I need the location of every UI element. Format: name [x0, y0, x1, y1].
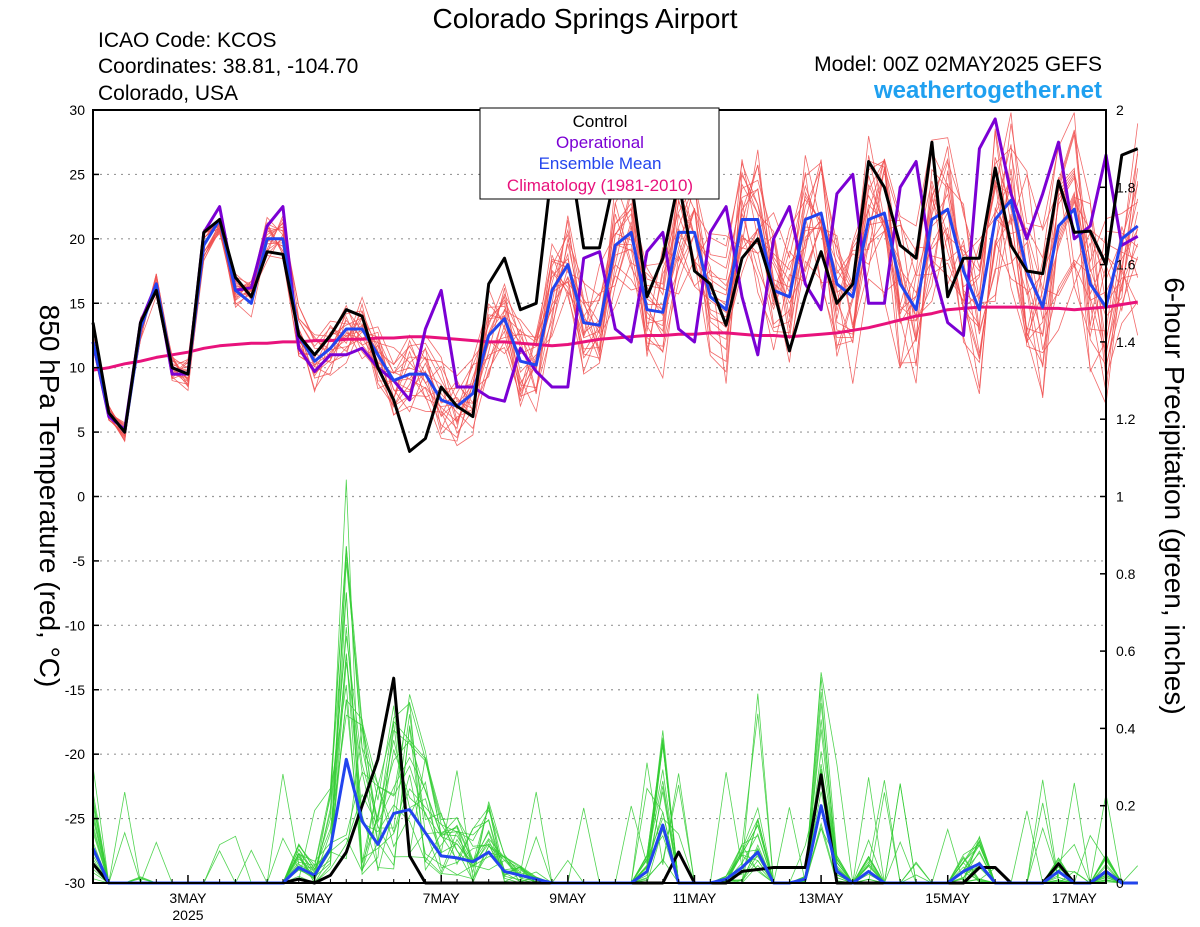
chart-title: Colorado Springs Airport — [432, 3, 737, 34]
x-tick-label: 3MAY — [169, 890, 207, 906]
temperature-member-line — [92, 150, 1138, 424]
left-tick-label: 0 — [77, 489, 85, 505]
climatology-line — [92, 300, 1138, 372]
right-tick-label: 1.4 — [1116, 334, 1136, 350]
left-tick-label: -30 — [65, 875, 85, 891]
legend: Control Operational Ensemble Mean Climat… — [479, 107, 720, 200]
precipitation-members — [92, 479, 1138, 885]
precipitation-member-line — [92, 729, 1138, 884]
x-tick-label: 7MAY — [423, 890, 461, 906]
right-tick-label: 1.2 — [1116, 411, 1136, 427]
precipitation-member-line — [92, 714, 1138, 885]
left-tick-label: -5 — [73, 553, 86, 569]
right-tick-label: 0.6 — [1116, 643, 1136, 659]
x-tick-label: 17MAY — [1052, 890, 1098, 906]
x-tick-label: 11MAY — [673, 890, 717, 906]
right-tick-label: 0 — [1116, 875, 1124, 891]
temperature-member-line — [92, 192, 1139, 436]
left-tick-label: 10 — [69, 360, 85, 376]
operational-temperature-line — [91, 117, 1139, 431]
temperature-member-line — [92, 159, 1139, 435]
mean-temperature-line — [91, 198, 1139, 434]
x-tick-year: 2025 — [172, 907, 203, 923]
temperature-member-line — [92, 157, 1139, 440]
precipitation-member-line — [92, 593, 1138, 884]
control-precipitation-line — [91, 676, 1138, 885]
temperature-member-line — [92, 191, 1139, 447]
precipitation-member-line — [92, 545, 1138, 885]
precipitation-member-line — [92, 561, 1138, 884]
precipitation-member-line — [92, 546, 1138, 884]
precipitation-member-line — [92, 552, 1138, 885]
x-tick-label: 15MAY — [925, 890, 971, 906]
legend-operational: Operational — [556, 133, 644, 152]
right-axis-label: 6-hour Precipitation (green, inches) — [1159, 277, 1190, 714]
gridlines — [93, 173, 1106, 820]
left-tick-label: 30 — [69, 102, 85, 118]
right-tick-label: 0.4 — [1116, 720, 1136, 736]
left-tick-label: -20 — [65, 746, 85, 762]
right-tick-label: 1 — [1116, 489, 1124, 505]
region: Colorado, USA — [98, 82, 238, 105]
right-tick-label: 1.8 — [1116, 179, 1136, 195]
left-tick-label: -25 — [65, 811, 85, 827]
coordinates: Coordinates: 38.81, -104.70 — [98, 55, 358, 78]
x-tick-label: 13MAY — [799, 890, 845, 906]
left-tick-label: 20 — [69, 231, 85, 247]
left-tick-label: 25 — [69, 166, 85, 182]
right-tick-label: 0.8 — [1116, 566, 1136, 582]
legend-climatology: Climatology (1981-2010) — [507, 176, 693, 195]
site-name[interactable]: weathertogether.net — [873, 77, 1102, 104]
x-tick-label: 5MAY — [296, 890, 334, 906]
legend-ensemble-mean: Ensemble Mean — [539, 154, 662, 173]
right-tick-label: 1.6 — [1116, 257, 1136, 273]
left-tick-label: 5 — [77, 424, 85, 440]
precipitation-member-line — [92, 740, 1138, 884]
left-tick-label: 15 — [69, 295, 85, 311]
x-tick-label: 9MAY — [549, 890, 587, 906]
precipitation-member-line — [92, 677, 1138, 884]
left-axis-label: 850 hPa Temperature (red, °C) — [34, 305, 65, 688]
model-run: Model: 00Z 02MAY2025 GEFS — [814, 53, 1102, 76]
right-tick-label: 2 — [1116, 102, 1124, 118]
left-tick-label: -15 — [65, 682, 85, 698]
right-tick-label: 0.2 — [1116, 798, 1136, 814]
mean-precipitation-line — [91, 757, 1138, 885]
legend-control: Control — [573, 112, 628, 131]
legend-box — [479, 107, 720, 200]
precipitation-member-line — [92, 479, 1138, 884]
left-tick-label: -10 — [65, 617, 85, 633]
axis-ticks: 302520151050-5-10-15-20-25-3021.81.61.41… — [65, 102, 1136, 923]
precipitation-member-line — [92, 592, 1138, 885]
icao-code: ICAO Code: KCOS — [98, 29, 277, 52]
